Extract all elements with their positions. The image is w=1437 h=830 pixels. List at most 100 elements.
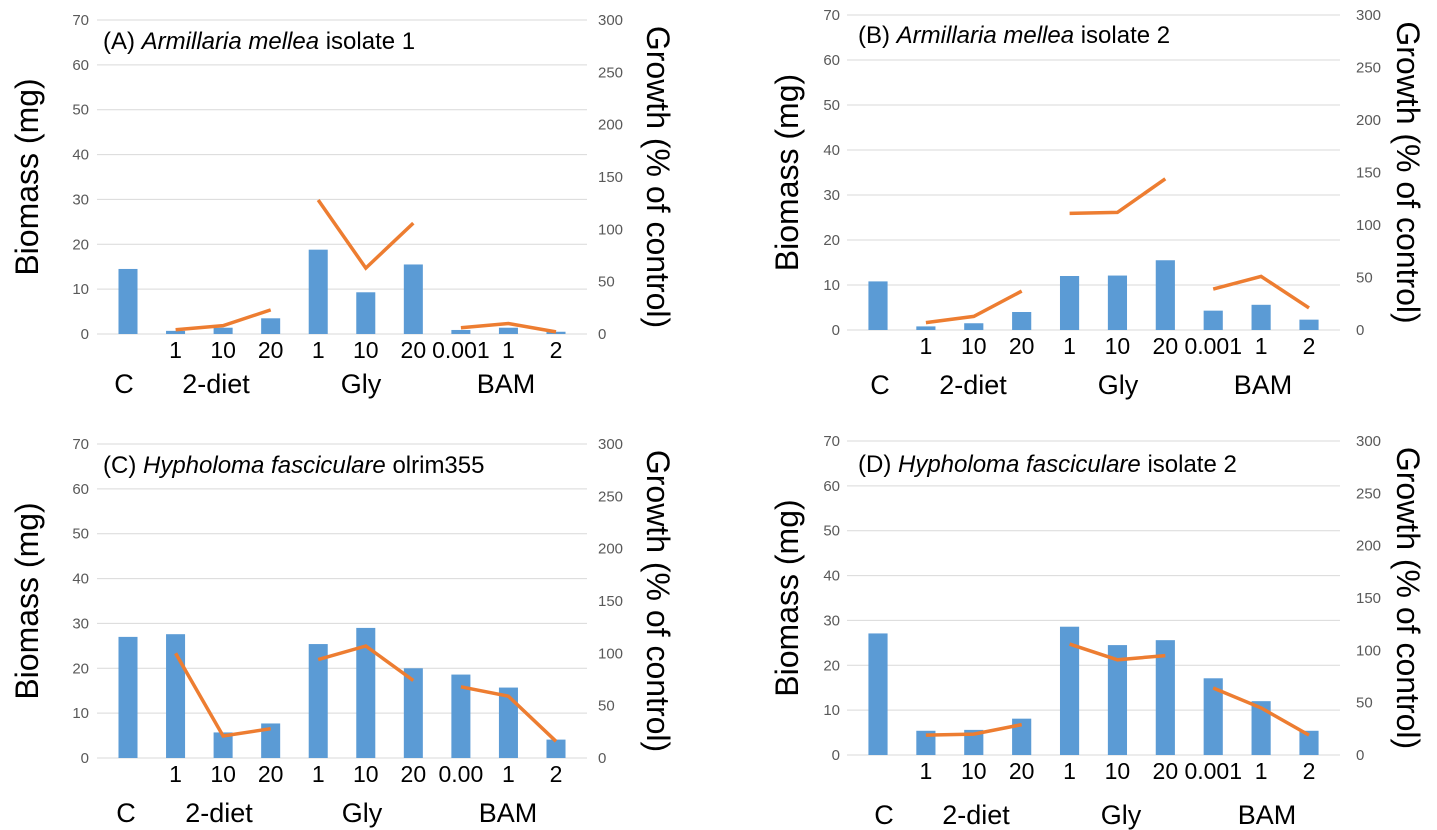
bar	[964, 323, 984, 330]
y2-tick-label: 100	[1356, 642, 1381, 659]
bar	[546, 331, 566, 334]
growth-line-segment	[1212, 686, 1310, 737]
growth-line-segment	[175, 308, 272, 332]
panel-title: (A) Armillaria mellea isolate 1	[103, 28, 415, 55]
y-tick-label: 60	[823, 478, 840, 495]
x-tick-label: 20	[401, 761, 427, 787]
y-tick-label: 70	[823, 433, 840, 450]
bar	[916, 326, 936, 330]
y-tick-label: 70	[823, 7, 840, 24]
x-group-label: C	[116, 798, 136, 828]
y-tick-label: 0	[81, 750, 89, 767]
y2-tick-label: 50	[1356, 270, 1373, 287]
x-tick-label: 10	[353, 337, 379, 363]
bar	[1251, 304, 1271, 330]
y2-tick-label: 250	[1356, 485, 1381, 502]
y-tick-label: 40	[823, 568, 840, 585]
x-group-label: Gly	[1101, 800, 1142, 830]
x-group-label: Gly	[1098, 370, 1139, 400]
y-tick-label: 30	[72, 191, 89, 208]
y2-axis-title: Growth (% of control)	[640, 450, 676, 752]
growth-line-segment	[1212, 274, 1310, 310]
y-tick-label: 10	[72, 281, 89, 298]
x-tick-label: 1	[169, 337, 182, 363]
x-tick-label: 1	[1255, 758, 1268, 784]
x-tick-label: 0.00	[439, 761, 484, 787]
bar	[498, 687, 518, 758]
bar	[213, 327, 233, 334]
y-tick-label: 30	[72, 615, 89, 632]
y-tick-label: 40	[72, 147, 89, 164]
y-tick-label: 60	[823, 52, 840, 69]
y2-axis-title: Growth (% of control)	[640, 26, 676, 328]
y2-tick-label: 250	[598, 488, 623, 505]
y-tick-label: 60	[72, 57, 89, 74]
bar	[451, 674, 471, 758]
y2-axis-title: Growth (% of control)	[1390, 447, 1426, 749]
x-group-label: C	[870, 370, 890, 400]
x-group-label: C	[114, 369, 134, 399]
y-tick-label: 50	[72, 102, 89, 119]
bar	[308, 249, 328, 334]
x-tick-label: 1	[919, 758, 932, 784]
y-tick-label: 10	[823, 702, 840, 719]
y-tick-label: 50	[823, 97, 840, 114]
y2-tick-label: 300	[598, 436, 623, 453]
x-tick-label: 1	[312, 337, 325, 363]
y2-tick-label: 250	[598, 64, 623, 81]
chart-panel-b: 0 10 20 30 40 50 60 70 0 50 100 150 200 250 300 1 10 20 1 1…	[769, 7, 1426, 400]
panel-letter: (A)	[103, 28, 142, 55]
x-tick-label: 2	[550, 761, 563, 787]
y2-tick-label: 0	[1356, 747, 1364, 764]
bar	[1012, 312, 1032, 330]
panel-letter: (B)	[858, 22, 897, 49]
x-tick-label: 1	[1063, 758, 1076, 784]
panel-letter: (D)	[858, 451, 898, 478]
species-name: Armillaria mellea	[140, 28, 326, 55]
x-tick-label: 10	[961, 758, 987, 784]
panel-letter: (C)	[103, 452, 143, 479]
y2-tick-label: 200	[1356, 538, 1381, 555]
y2-tick-label: 150	[1356, 165, 1381, 182]
growth-line-segment	[1069, 177, 1167, 216]
bar	[451, 329, 471, 334]
y2-tick-label: 300	[598, 12, 623, 29]
y-tick-label: 0	[832, 322, 840, 339]
x-tick-label: 10	[1105, 333, 1131, 359]
x-group-label: BAM	[1238, 800, 1297, 830]
x-group-label: BAM	[477, 369, 536, 399]
y2-tick-label: 100	[598, 645, 623, 662]
growth-line-segment	[317, 644, 415, 682]
x-tick-label: 10	[210, 761, 236, 787]
bar	[1155, 640, 1175, 755]
y2-tick-label: 0	[1356, 322, 1364, 339]
y2-tick-label: 200	[598, 541, 623, 558]
bar	[213, 732, 233, 758]
y2-tick-label: 250	[1356, 60, 1381, 77]
y2-tick-label: 300	[1356, 7, 1381, 24]
y2-tick-label: 100	[598, 221, 623, 238]
x-group-label: Gly	[342, 798, 383, 828]
bar	[1203, 678, 1223, 755]
bar	[1299, 730, 1319, 755]
species-name: Hypholoma fasciculare	[898, 451, 1147, 478]
x-tick-label: 1	[919, 333, 932, 359]
bar	[868, 633, 888, 755]
x-tick-label: 10	[210, 337, 236, 363]
isolate-label: isolate 2	[1147, 451, 1236, 478]
isolate-label: isolate 2	[1081, 22, 1170, 49]
x-tick-label: 20	[401, 337, 427, 363]
y2-tick-label: 100	[1356, 217, 1381, 234]
y-tick-label: 50	[72, 526, 89, 543]
y-tick-label: 60	[72, 481, 89, 498]
x-tick-label: 20	[258, 761, 284, 787]
bar	[868, 281, 888, 330]
x-group-label: Gly	[341, 369, 382, 399]
bar	[964, 729, 984, 755]
bar	[1012, 718, 1032, 755]
growth-line-segment	[925, 722, 1023, 737]
y-tick-label: 0	[81, 326, 89, 343]
y2-axis-title: Growth (% of control)	[1390, 21, 1426, 323]
growth-line-segment	[925, 289, 1023, 325]
